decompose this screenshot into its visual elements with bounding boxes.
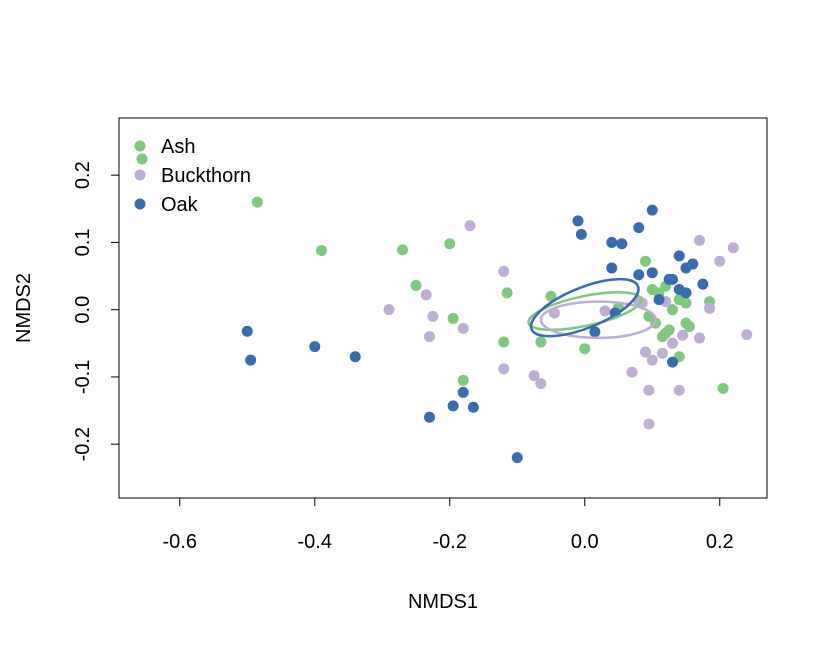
data-point-buckthorn: [694, 332, 705, 344]
data-point-buckthorn: [383, 304, 395, 316]
data-point-buckthorn: [424, 331, 435, 343]
data-point-oak: [616, 238, 628, 250]
data-point-oak: [697, 278, 709, 290]
x-tick-label: -0.4: [298, 531, 332, 553]
data-point-oak: [646, 204, 658, 216]
data-point-oak: [457, 386, 469, 398]
data-point-buckthorn: [643, 418, 655, 430]
data-point-oak: [309, 341, 321, 353]
data-point-oak: [511, 452, 523, 464]
data-point-oak: [673, 250, 685, 262]
x-axis-label: NMDS1: [408, 591, 478, 613]
data-point-buckthorn: [420, 289, 432, 301]
data-point-oak: [447, 400, 459, 412]
data-point-buckthorn: [677, 329, 689, 341]
legend-marker-ash-extra: [136, 153, 148, 165]
data-point-ash: [640, 255, 651, 267]
legend-marker-oak: [134, 198, 146, 210]
data-point-oak: [687, 258, 699, 270]
data-point-ash: [316, 244, 327, 256]
legend-label-ash: Ash: [161, 136, 195, 158]
y-axis-label: NMDS2: [13, 273, 35, 343]
data-point-ash: [579, 343, 591, 355]
data-point-buckthorn: [656, 347, 668, 359]
legend-label-buckthorn: Buckthorn: [161, 165, 251, 187]
y-tick-label: 0.0: [72, 296, 94, 324]
data-point-oak: [633, 269, 645, 281]
data-point-oak: [646, 267, 658, 279]
data-point-buckthorn: [643, 384, 655, 396]
data-point-ash: [251, 196, 263, 208]
data-point-ash: [501, 287, 513, 299]
data-point-buckthorn: [694, 234, 705, 246]
y-tick-label: 0.1: [72, 229, 94, 257]
data-point-oak: [575, 228, 587, 240]
data-point-ash: [444, 238, 456, 250]
data-point-buckthorn: [727, 242, 739, 254]
data-point-buckthorn: [640, 346, 651, 358]
data-point-ash: [667, 304, 678, 316]
data-point-oak: [667, 356, 678, 368]
ellipse-ash: [527, 291, 643, 332]
data-point-buckthorn: [498, 363, 510, 375]
data-point-buckthorn: [464, 220, 476, 232]
data-point-oak: [606, 262, 618, 274]
data-point-oak: [589, 326, 601, 338]
data-point-ash: [683, 320, 695, 332]
data-point-ash: [447, 312, 459, 324]
y-axis: -0.2 -0.1 0.0 0.1 0.2: [72, 161, 120, 461]
data-point-ash: [457, 374, 469, 386]
data-point-oak: [572, 215, 584, 227]
data-point-ash: [680, 297, 692, 309]
x-tick-label: 0.2: [706, 531, 734, 553]
data-point-oak: [606, 236, 618, 248]
data-point-buckthorn: [535, 378, 547, 390]
data-point-ash: [498, 336, 510, 348]
ellipse-buckthorn: [539, 300, 657, 340]
x-tick-label: -0.2: [433, 531, 467, 553]
data-point-oak: [245, 354, 257, 366]
x-tick-label: 0.0: [571, 531, 599, 553]
data-point-oak: [467, 401, 479, 413]
data-point-buckthorn: [626, 366, 638, 378]
data-point-ash: [717, 382, 729, 394]
legend-label-oak: Oak: [161, 194, 199, 216]
legend-marker-buckthorn: [134, 169, 146, 181]
data-point-ash: [397, 244, 408, 256]
y-tick-label: -0.1: [72, 360, 94, 394]
data-point-buckthorn: [667, 337, 678, 349]
legend: Ash Buckthorn Oak: [134, 136, 251, 216]
ellipses-layer: [527, 277, 657, 340]
data-point-ash: [545, 290, 557, 302]
data-point-oak: [241, 325, 253, 337]
data-point-oak: [680, 287, 692, 299]
data-point-oak: [349, 351, 361, 363]
data-point-buckthorn: [528, 370, 540, 382]
y-tick-label: 0.2: [72, 161, 94, 189]
data-point-buckthorn: [599, 305, 611, 317]
ellipse-oak: [529, 277, 640, 338]
data-point-buckthorn: [714, 255, 726, 267]
data-point-oak: [424, 411, 435, 423]
y-tick-label: -0.2: [72, 427, 94, 461]
data-point-ash: [663, 324, 675, 336]
legend-marker-ash: [134, 140, 146, 152]
data-point-buckthorn: [646, 354, 658, 366]
data-point-oak: [633, 222, 645, 234]
data-point-ash: [656, 331, 668, 343]
points-layer: [241, 196, 753, 464]
x-axis: -0.6 -0.4 -0.2 0.0 0.2: [163, 497, 734, 553]
data-point-oak: [667, 273, 678, 285]
data-point-ash: [535, 336, 547, 348]
data-point-ash: [410, 279, 422, 291]
data-point-buckthorn: [427, 310, 439, 322]
data-point-buckthorn: [457, 323, 469, 335]
data-point-buckthorn: [741, 329, 753, 341]
x-tick-label: -0.6: [163, 531, 197, 553]
data-point-buckthorn: [498, 265, 510, 277]
data-point-oak: [653, 294, 665, 306]
data-point-buckthorn: [704, 302, 716, 314]
data-point-buckthorn: [673, 384, 685, 396]
